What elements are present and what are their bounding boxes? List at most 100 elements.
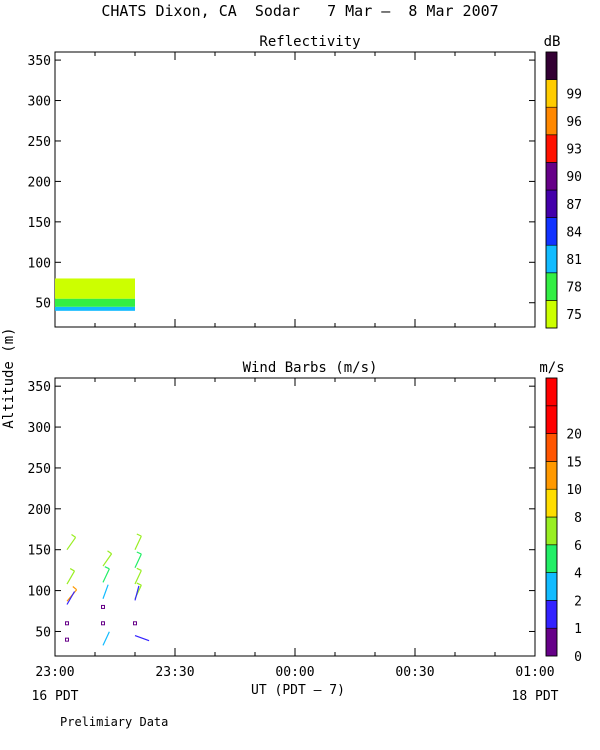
colorbar-segment bbox=[545, 516, 558, 546]
plot-frame bbox=[54, 377, 536, 657]
colorbar-segment bbox=[545, 405, 558, 434]
wind-barb-feather bbox=[136, 551, 142, 555]
x-tick-label: 23:00 bbox=[35, 665, 74, 680]
colorbar-segment bbox=[545, 217, 558, 246]
colorbar-label: 90 bbox=[566, 170, 582, 185]
colorbar-segment bbox=[545, 572, 558, 601]
reflectivity-cell bbox=[55, 278, 135, 299]
y-tick-label: 50 bbox=[35, 625, 51, 640]
wind-barb-feather bbox=[136, 567, 142, 571]
wind-barb-feather bbox=[104, 566, 110, 570]
x-tick-label: 01:00 bbox=[515, 665, 554, 680]
colorbar-segment bbox=[545, 134, 558, 163]
date-label-start: 16 PDT bbox=[32, 689, 79, 704]
x-tick-label: 00:30 bbox=[395, 665, 434, 680]
y-tick-label: 150 bbox=[28, 216, 51, 231]
y-tick-label: 250 bbox=[28, 462, 51, 477]
colorbar-label: 1 bbox=[574, 622, 582, 637]
wind-barb bbox=[102, 584, 109, 599]
wind-barb-feather bbox=[72, 586, 78, 591]
wind-barb bbox=[66, 568, 76, 585]
wind-barb bbox=[102, 566, 110, 583]
wind-barb-shaft bbox=[134, 570, 142, 585]
wind-barb-calm bbox=[101, 604, 105, 609]
colorbar-segment bbox=[545, 79, 558, 108]
y-tick-label: 350 bbox=[28, 54, 51, 69]
wind-barb bbox=[134, 533, 142, 550]
wind-barb-shaft bbox=[134, 585, 140, 601]
colorbar-segment bbox=[545, 433, 558, 462]
wind-barb-shaft bbox=[66, 537, 77, 551]
wind-barb-feather bbox=[71, 534, 76, 538]
colorbar-label: 0 bbox=[574, 650, 582, 665]
y-tick-label: 100 bbox=[28, 256, 51, 271]
colorbar-unit: dB bbox=[544, 34, 561, 50]
colorbar-segment bbox=[545, 51, 558, 80]
y-tick-label: 250 bbox=[28, 135, 51, 150]
wind-barb-feather bbox=[136, 533, 142, 537]
colorbar-unit: m/s bbox=[539, 360, 564, 376]
wind-barb-calm bbox=[65, 637, 69, 642]
y-tick-label: 300 bbox=[28, 95, 51, 110]
reflectivity-cell bbox=[55, 306, 135, 311]
colorbar-segment bbox=[545, 600, 558, 629]
colorbar-label: 87 bbox=[566, 198, 582, 213]
colorbar-segment bbox=[545, 244, 558, 274]
wind-barb-calm bbox=[101, 621, 105, 626]
colorbar-label: 78 bbox=[566, 281, 582, 296]
colorbar-frame bbox=[545, 51, 558, 329]
wind-barb-feather bbox=[107, 550, 112, 555]
wind-barb-shaft bbox=[66, 591, 76, 605]
wind-barb-calm bbox=[65, 621, 69, 626]
colorbar-label: 8 bbox=[574, 511, 582, 526]
wind-barb bbox=[66, 586, 78, 602]
page-title: CHATS Dixon, CA Sodar 7 Mar – 8 Mar 2007 bbox=[101, 2, 499, 20]
wind-barb-calm bbox=[133, 621, 137, 626]
colorbar-segment bbox=[545, 162, 558, 191]
x-tick-label: 00:00 bbox=[275, 665, 314, 680]
colorbar-label: 84 bbox=[566, 225, 582, 240]
wind-barb bbox=[102, 550, 113, 567]
footer-note: Prelimiary Data bbox=[60, 715, 168, 729]
colorbar-label: 96 bbox=[566, 115, 582, 130]
wind-barb bbox=[134, 634, 150, 642]
y-tick-label: 100 bbox=[28, 585, 51, 600]
colorbar-label: 6 bbox=[574, 539, 582, 554]
colorbar-segment bbox=[545, 106, 558, 136]
y-tick-label: 200 bbox=[28, 175, 51, 190]
wind-barb-shaft bbox=[102, 553, 113, 567]
wind-barb bbox=[102, 631, 110, 646]
wind-barb-shaft bbox=[134, 634, 150, 642]
colorbar-segment bbox=[545, 488, 558, 518]
reflectivity-cell bbox=[55, 298, 135, 307]
colorbar-segment bbox=[545, 189, 558, 218]
wind-barb bbox=[134, 585, 140, 601]
wind-barb-shaft bbox=[102, 631, 110, 646]
wind-barb-shaft bbox=[102, 568, 110, 583]
colorbar-label: 99 bbox=[566, 87, 582, 102]
colorbar-segment bbox=[545, 377, 558, 407]
wind-barb bbox=[66, 534, 77, 551]
colorbar-segment bbox=[545, 627, 558, 657]
colorbar-label: 81 bbox=[566, 253, 582, 268]
colorbar-label: 4 bbox=[574, 567, 582, 582]
wind-barb bbox=[66, 591, 76, 605]
wind-barb bbox=[134, 551, 142, 568]
y-tick-label: 300 bbox=[28, 421, 51, 436]
colorbar-label: 15 bbox=[566, 455, 582, 470]
colorbar-segment bbox=[545, 272, 558, 301]
colorbar-label: 93 bbox=[566, 143, 582, 158]
wind-barb-shaft bbox=[134, 553, 142, 568]
y-axis-label: Altitude (m) bbox=[1, 327, 17, 428]
colorbar-segment bbox=[545, 461, 558, 490]
colorbar-label: 20 bbox=[566, 428, 582, 443]
y-tick-label: 200 bbox=[28, 503, 51, 518]
y-tick-label: 350 bbox=[28, 380, 51, 395]
colorbar-segment bbox=[545, 544, 558, 573]
date-label-end: 18 PDT bbox=[512, 689, 559, 704]
wind-barb-shaft bbox=[134, 535, 142, 550]
x-tick-label: 23:30 bbox=[155, 665, 194, 680]
colorbar-segment bbox=[545, 300, 558, 329]
wind-barb-feather bbox=[69, 568, 75, 572]
